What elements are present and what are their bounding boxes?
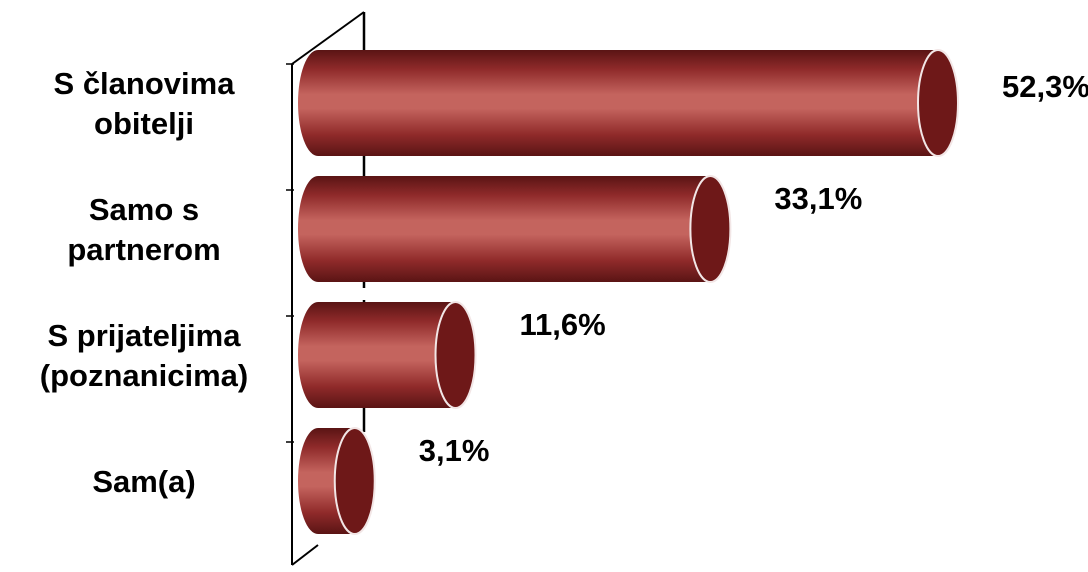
category-label: (poznanicima) [40, 358, 248, 393]
value-label: 11,6% [520, 307, 606, 342]
bar-end-cap [434, 301, 477, 409]
bar [298, 302, 456, 408]
bars-group [298, 49, 959, 535]
bar [298, 176, 711, 282]
bar-end-cap [689, 175, 732, 283]
category-label: obitelji [94, 106, 194, 141]
value-label: 52,3% [1002, 69, 1088, 104]
value-labels: 52,3% 33,1% 11,6% 3,1% [419, 69, 1088, 468]
category-label: S članovima [54, 66, 236, 101]
category-label: Samo s [89, 192, 199, 227]
value-label: 33,1% [774, 181, 862, 216]
category-label: partnerom [67, 232, 220, 267]
value-label: 3,1% [419, 433, 490, 468]
bar-end-cap [333, 427, 376, 535]
category-label: S prijateljima [48, 318, 242, 353]
bar-end-cap [917, 49, 959, 157]
category-labels: S članovima obitelji Samo s partnerom S prij… [40, 66, 248, 499]
axis-bottom-diagonal [291, 544, 319, 566]
bar [298, 50, 938, 156]
category-label: Sam(a) [92, 464, 195, 499]
axis-top-diagonal [291, 11, 365, 65]
